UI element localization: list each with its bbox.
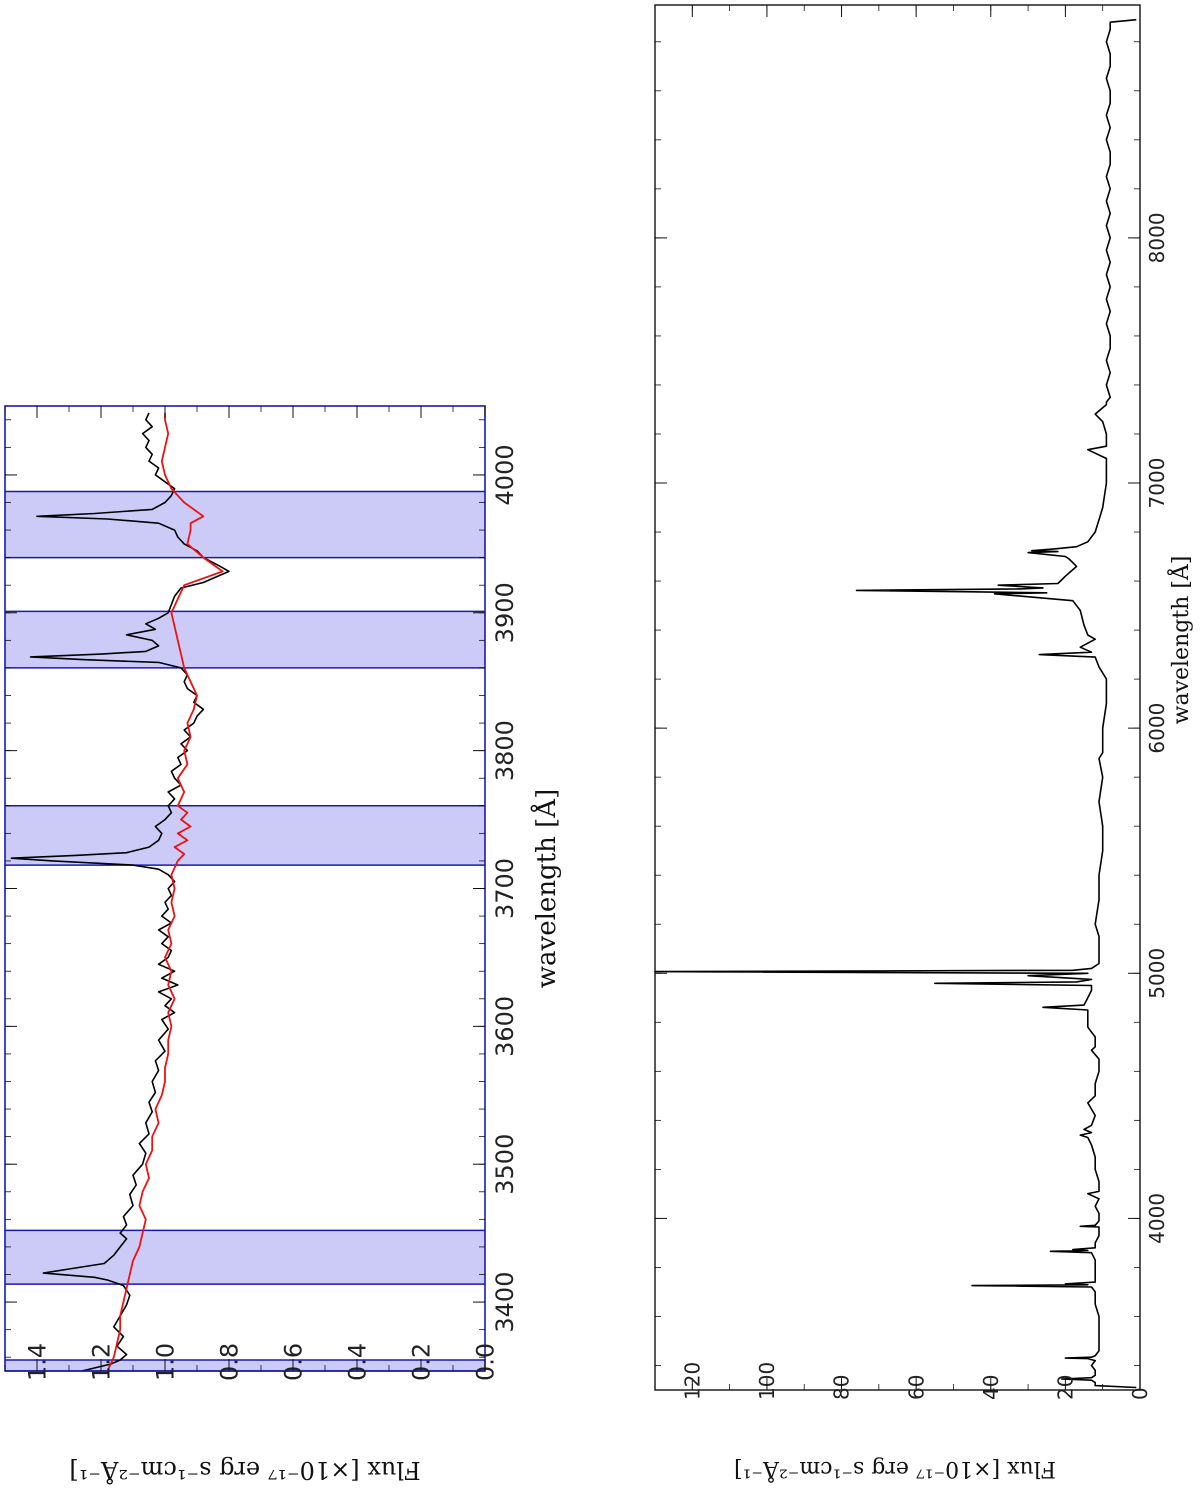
- bot-series-line-1: [654, 18, 1137, 1389]
- top-y-tick-label: 0.8: [216, 1343, 244, 1381]
- top-y-tick-label: 1.0: [152, 1343, 180, 1381]
- top-shaded-regions: [5, 490, 485, 1372]
- top-x-ticks: 3400 3500 3600 3700 3800 3900 4000: [5, 419, 519, 1358]
- bot-x-tick-label: 6000: [1145, 703, 1169, 754]
- top-y-tick-label: 0.0: [472, 1343, 500, 1381]
- top-shaded-region-1: [5, 1359, 485, 1371]
- top-x-tick-label: 3400: [491, 1272, 519, 1333]
- top-y-axis-title: Flux [×10⁻¹⁷ erg s⁻¹cm⁻²Å⁻¹]: [69, 1456, 420, 1485]
- top-y-tick-label: 1.2: [88, 1343, 116, 1381]
- bottom-x-ticks: 4000 5000 6000 7000 8000: [655, 41, 1169, 1366]
- top-shaded-region-4: [5, 611, 485, 668]
- top-y-tick-label: 1.4: [24, 1343, 52, 1381]
- top-y-tick-label: 0.2: [408, 1343, 436, 1381]
- top-shaded-region-5: [5, 491, 485, 558]
- top-series: [10, 412, 230, 1372]
- bot-x-tick-label: 5000: [1145, 948, 1169, 999]
- top-y-tick-label: 0.6: [280, 1343, 308, 1381]
- bottom-y-axis-title: Flux [×10⁻¹⁷ erg s⁻¹cm⁻²Å⁻¹]: [734, 1456, 1056, 1484]
- bottom-plot-frame: [654, 4, 1141, 1391]
- top-x-tick-label: 3700: [491, 858, 519, 919]
- bot-x-tick-label: 8000: [1145, 212, 1169, 263]
- top-y-ticks: 0.0 0.2 0.4 0.6 0.8 1.0 1.2 1.4: [4, 406, 500, 1381]
- top-x-tick-label: 3900: [491, 582, 519, 643]
- bottom-x-axis-title: wavelength [Å]: [1166, 556, 1194, 725]
- bottom-series: [654, 18, 1137, 1389]
- top-x-tick-label: 4000: [491, 444, 519, 505]
- top-x-tick-label: 3600: [491, 996, 519, 1057]
- top-y-tick-label: 0.4: [344, 1343, 372, 1381]
- top-x-tick-label: 3500: [491, 1134, 519, 1195]
- top-x-axis-title: wavelength [Å]: [530, 789, 562, 988]
- bot-y-tick-label: 0: [1128, 1387, 1152, 1400]
- top-shaded-region-2: [5, 1230, 485, 1285]
- bot-y-tick-label: 120: [681, 1362, 705, 1400]
- top-series-line-2: [106, 412, 224, 1372]
- top-shaded-region-3: [5, 805, 485, 866]
- bot-x-tick-label: 4000: [1145, 1193, 1169, 1244]
- bot-y-tick-label: 100: [755, 1362, 779, 1400]
- top-x-tick-label: 3800: [491, 720, 519, 781]
- bot-x-tick-label: 7000: [1145, 458, 1169, 509]
